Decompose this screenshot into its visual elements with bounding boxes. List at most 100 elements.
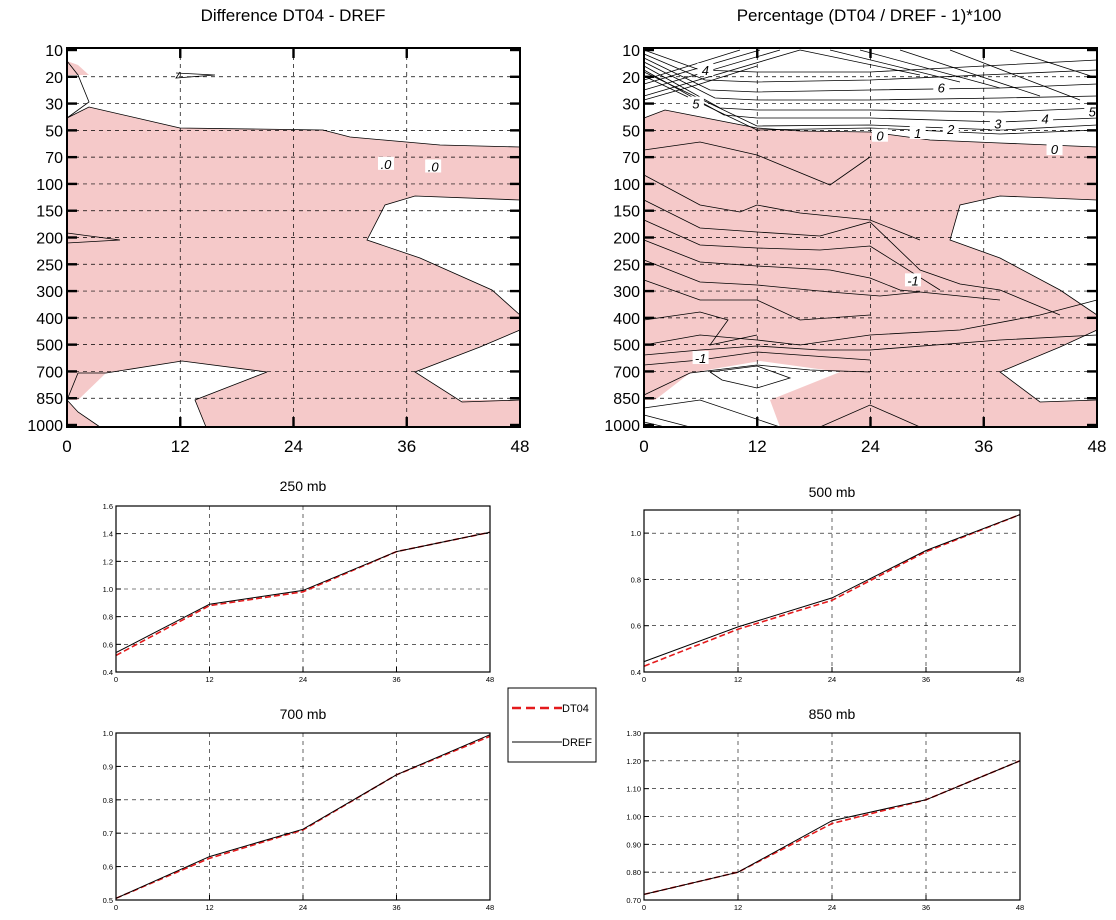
contour-grid-percentage [644,48,1097,427]
contour-line [66,360,268,428]
contour-xtick-label: 36 [397,437,416,456]
contour-line [366,195,521,316]
contour-label-bg [1046,142,1063,156]
contour-label-bg [697,63,714,77]
contour-line [643,259,921,297]
line-xtick-label: 36 [922,903,930,912]
line-ytick-label: 1.0 [103,729,113,738]
legend-label-dref: DREF [562,737,592,749]
contour-xticks-difference: 0 12 24 36 48 [62,48,529,456]
contour-labels-difference: .0 .0 [377,156,442,175]
line-xtick-label: 0 [642,675,646,684]
contour-label-bg [377,156,394,170]
legend-label-dt04: DT04 [562,703,589,715]
contour-ytick-label: 400 [36,311,63,328]
contour-line [643,351,871,366]
contour-xtick-label: 48 [1088,437,1107,456]
line-xtick-label: 48 [486,903,494,912]
line-xtick-label: 12 [205,903,213,912]
line-ytick-label: 1.00 [626,813,641,822]
line-series-dt04 [115,735,491,900]
line-plot-frame [643,732,1021,901]
contour-line [643,334,1098,356]
line-xtick-label: 24 [828,903,836,912]
line-xtick-label: 12 [734,903,742,912]
contour-ytick-label: 30 [45,97,63,114]
contour-line [643,75,1098,135]
contour-line [643,61,1098,101]
line-xtick-label: 12 [205,675,213,684]
contour-line [643,299,1098,346]
line-ytick-label: 0.7 [103,829,113,838]
contour-panel-percentage: Percentage (DT04 / DREF - 1)*100 [604,6,1106,456]
contour-ytick-label: 250 [36,257,63,274]
contour-ytick-label: 150 [36,204,63,221]
negative-fill-difference-bottom [67,400,100,427]
line-ytick-label: 0.9 [103,762,113,771]
line-panel-700: 0.5 0.6 0.7 0.8 0.9 1.0 0 12 24 36 48 700 mb [103,706,495,912]
contour-label: 5 [1089,105,1097,120]
contour-line [643,311,758,346]
line-title-250: 250 mb [280,478,327,494]
line-ytick-label: 0.8 [631,575,641,584]
line-xtick-label: 48 [1016,903,1024,912]
contour-label-bg [425,159,442,173]
line-xtick-label: 0 [114,675,118,684]
line-xtick-label: 48 [1016,675,1024,684]
contour-line [859,49,1001,89]
line-ytick-label: 1.0 [631,529,641,538]
line-ytick-label: 1.30 [626,729,641,738]
line-ytick-label: 0.4 [631,668,641,677]
contour-label-bg [942,122,959,136]
contour-label-bg [1037,111,1054,125]
contour-ytick-label: 250 [613,257,640,274]
contour-line [66,399,101,428]
contour-line [949,195,1098,316]
contour-ytick-label: 10 [622,43,640,60]
contour-label-bg [933,80,950,94]
contour-line [799,49,921,76]
contour-line [66,106,521,148]
line-series-dref [643,760,1021,895]
contour-grid-difference [67,48,520,427]
contour-line [949,49,1081,101]
contour-ytick-label: 500 [36,338,63,355]
line-plot-frame [115,505,491,673]
contour-label-bg [909,126,926,140]
contour-line [643,109,1098,148]
contour-ytick-label: 200 [613,231,640,248]
legend-box [507,687,597,763]
line-panel-500: 0.4 0.6 0.8 1.0 0 12 24 36 48 500 mb [631,484,1025,684]
line-ytick-label: 1.10 [626,785,641,794]
contour-line [643,71,1098,131]
contour-xtick-label: 12 [748,437,767,456]
line-xtick-label: 36 [392,675,400,684]
line-ytick-label: 1.0 [103,585,113,594]
contour-line [829,49,961,83]
contour-label: 6 [938,81,946,96]
line-ytick-label: 1.4 [103,530,113,539]
contour-line [643,364,871,396]
contour-ytick-label: 850 [613,391,640,408]
contour-xtick-label: 0 [62,437,71,456]
contour-panel-difference: Difference DT04 - DREF .0.0 102030507010… [27,6,529,456]
line-plot-frame [115,732,491,901]
contour-line [66,60,90,119]
contour-label: 2 [946,122,955,137]
contour-ytick-label: 200 [36,231,63,248]
contour-line [643,414,691,428]
contour-yticks-percentage: 1020305070100150200250300400500700850100… [604,43,1097,435]
contour-line [66,232,121,244]
negative-fill-difference-top [67,61,89,75]
contour-ytick-label: 500 [613,338,640,355]
line-ytick-label: 0.6 [103,863,113,872]
contour-label: 0 [876,129,884,144]
line-panel-250: 0.4 0.6 0.8 1.0 1.2 1.4 1.6 0 12 24 36 48 250 mb [103,478,495,684]
contour-label: .0 [428,160,440,175]
contour-lines-percentage-negative [643,109,1098,428]
contour-ytick-label: 700 [613,364,640,381]
contour-line [643,399,781,428]
line-xtick-label: 36 [922,675,930,684]
line-ytick-label: 0.8 [103,796,113,805]
